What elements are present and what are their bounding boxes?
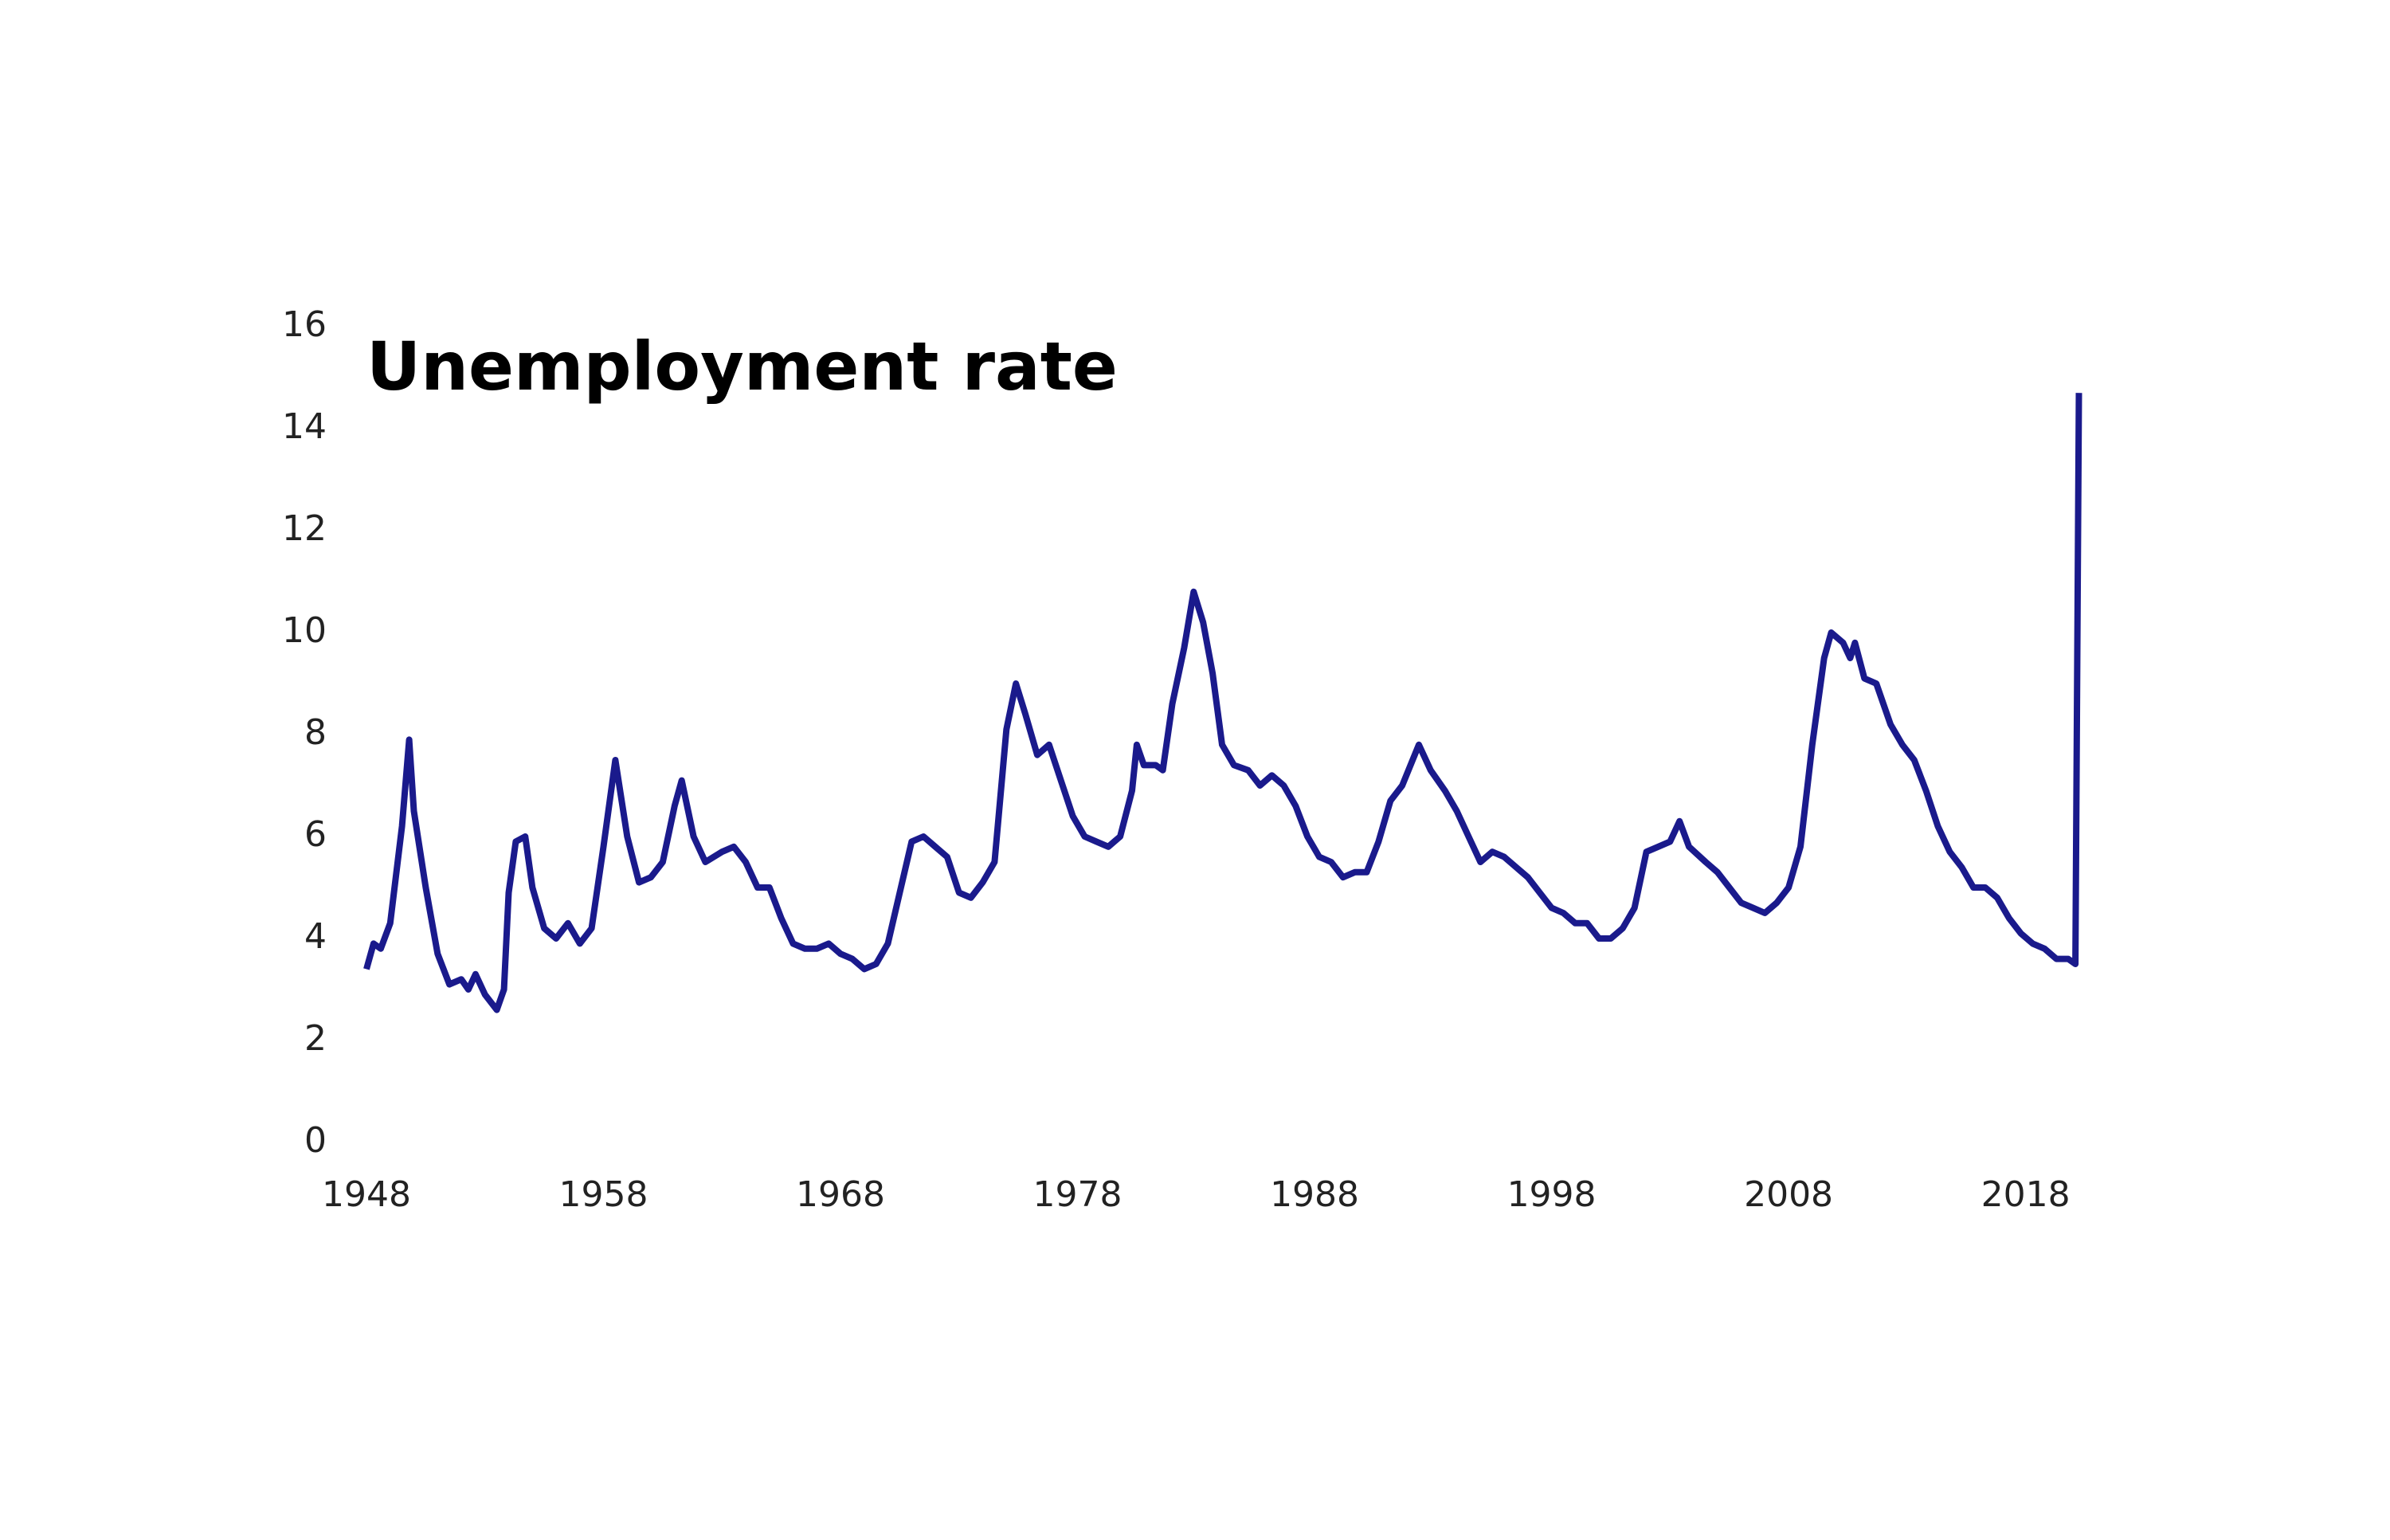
y-tick-label: 14 <box>282 406 327 447</box>
x-tick-label: 1978 <box>1033 1174 1123 1215</box>
x-tick-label: 1988 <box>1270 1174 1359 1215</box>
x-tick-label: 2008 <box>1744 1174 1833 1215</box>
chart-title: Unemployment rate <box>366 327 1118 406</box>
x-tick-label: 1958 <box>559 1174 648 1215</box>
x-tick-label: 2018 <box>1981 1174 2071 1215</box>
y-tick-label: 0 <box>304 1120 327 1161</box>
y-tick-label: 8 <box>304 712 327 753</box>
x-tick-label: 1948 <box>322 1174 411 1215</box>
y-tick-label: 12 <box>282 508 327 549</box>
y-tick-label: 4 <box>304 916 327 957</box>
data-line <box>363 393 2082 1013</box>
y-tick-label: 6 <box>304 814 327 855</box>
x-tick-label: 1998 <box>1507 1174 1597 1215</box>
x-tick-label: 1968 <box>796 1174 885 1215</box>
y-tick-label: 10 <box>282 610 327 651</box>
y-tick-label: 2 <box>304 1018 327 1059</box>
y-tick-label: 16 <box>282 304 327 345</box>
